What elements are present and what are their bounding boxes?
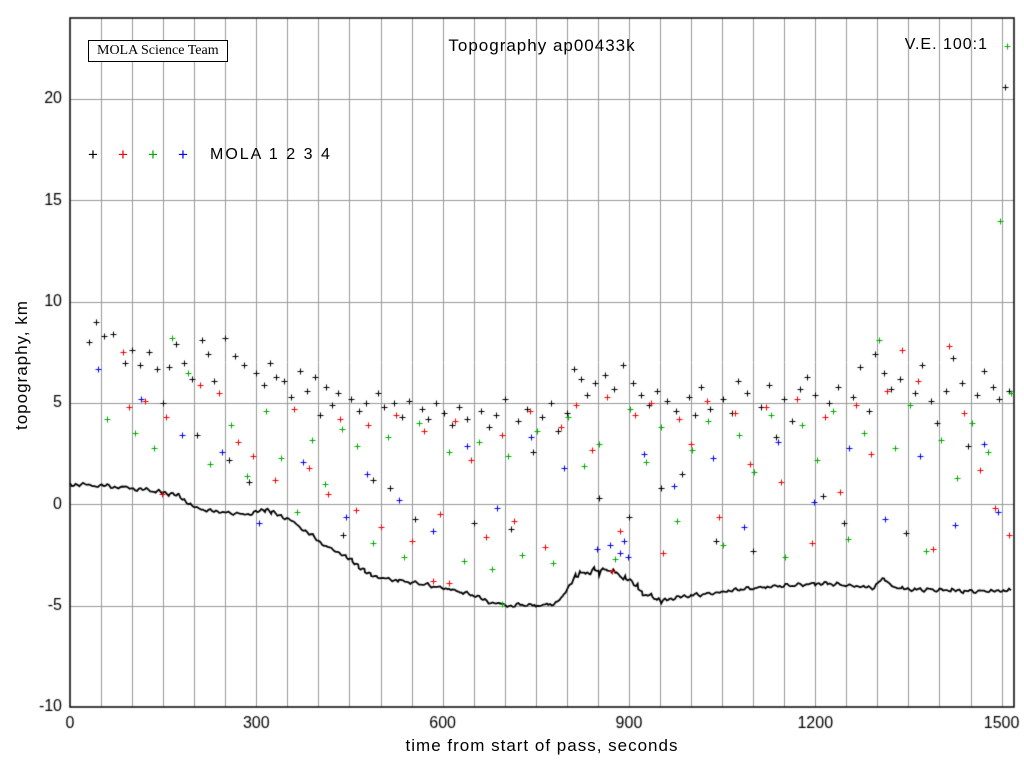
- vertical-exaggeration-label: V.E. 100:1: [904, 36, 988, 53]
- legend-marker-mola-2-icon: +: [118, 145, 128, 164]
- legend-marker-mola-3-icon: +: [148, 145, 158, 164]
- legend-marker-mola-1-icon: +: [88, 145, 98, 164]
- legend-label: MOLA 1 2 3 4: [210, 146, 332, 163]
- legend: + + + + MOLA 1 2 3 4: [86, 146, 332, 164]
- chart-title: Topography ap00433k: [448, 36, 636, 55]
- legend-marker-mola-4-icon: +: [178, 145, 188, 164]
- x-axis-label: time from start of pass, seconds: [405, 736, 679, 755]
- y-axis-label: topography, km: [12, 300, 31, 430]
- mola-science-team-label: MOLA Science Team: [88, 40, 228, 62]
